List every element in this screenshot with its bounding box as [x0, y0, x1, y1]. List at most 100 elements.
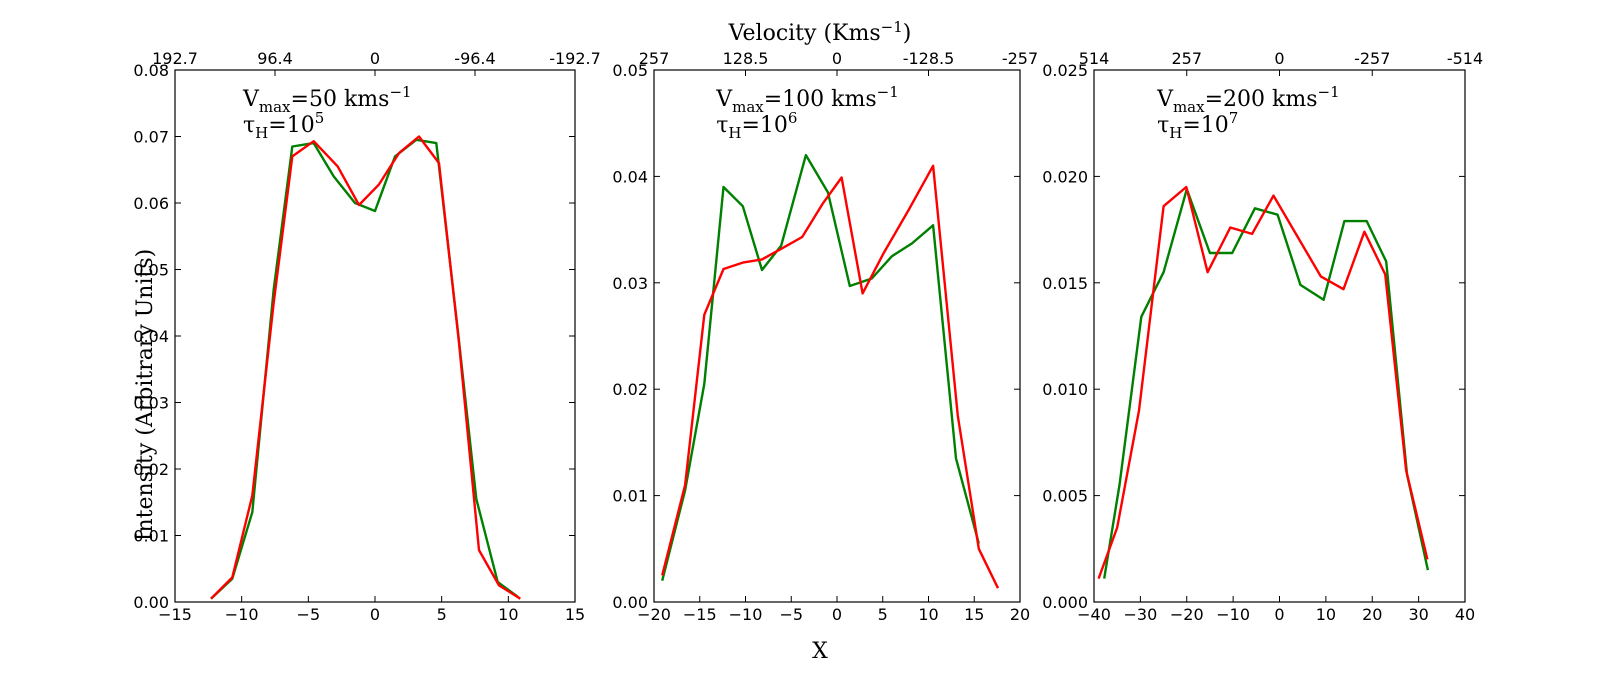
annotation-tau-tau_sym: τ [716, 113, 728, 138]
y-tick-label: 0.00 [612, 593, 648, 612]
annotation-tau-tau_sub: H [255, 124, 268, 142]
top-tick-label: 257 [639, 49, 670, 68]
y-tick-label: 0.01 [612, 487, 648, 506]
annotation-vmax-v_sym: V [1156, 87, 1174, 112]
top-tick-label: 128.5 [723, 49, 769, 68]
x-tick-label: 15 [964, 605, 984, 624]
annotation-tau-tau_text: =10 [741, 113, 787, 138]
x-tick-label: 20 [1362, 605, 1382, 624]
y-tick-label: 0.015 [1042, 274, 1088, 293]
x-tick-label: −15 [683, 605, 717, 624]
y-tick-label: 0.000 [1042, 593, 1088, 612]
top-axis-title-main: Velocity (Kms [728, 21, 881, 46]
annotation-vmax-v_text: =200 kms [1205, 87, 1318, 112]
y-tick-label: 0.06 [133, 194, 169, 213]
annotation-vmax-v_sym: V [242, 87, 260, 112]
series-line-2 [661, 164, 1000, 589]
x-tick-label: −5 [297, 605, 321, 624]
x-tick-label: 5 [878, 605, 888, 624]
y-tick-label: 0.05 [612, 61, 648, 80]
top-tick-label: 257 [1171, 49, 1202, 68]
y-tick-label: 0.03 [133, 394, 169, 413]
top-axis-title-close: ) [903, 21, 912, 46]
plot-frame [1093, 69, 1466, 603]
annotation-tau: τH=106 [716, 109, 797, 142]
x-tick-label: 0 [370, 605, 380, 624]
y-axis-title: Intensity (Arbitrary Units) [133, 249, 158, 541]
series-line-2 [1097, 185, 1429, 580]
annotation-tau: τH=107 [1157, 109, 1238, 142]
series-line-1 [210, 138, 519, 600]
y-tick-label: 0.07 [133, 128, 169, 147]
y-tick-label: 0.04 [612, 167, 648, 186]
chart-panel-3: −40 −30 −20 −10 0 10 20 30 400.0000.0050.0100.01… [1042, 49, 1483, 624]
x-tick-label: 0 [832, 605, 842, 624]
y-tick-label: 0.010 [1042, 380, 1088, 399]
x-tick-label: 15 [565, 605, 585, 624]
annotation-tau-tau_sup: 6 [788, 109, 798, 127]
annotation-vmax-v_sub: max [1173, 98, 1205, 116]
series-line-1 [1103, 187, 1430, 579]
chart-panel-2: −20 −15 −10 −5 0 5 10 15 200.000.010.020.030.040… [612, 49, 1038, 624]
x-tick-label: −15 [158, 605, 192, 624]
top-tick-label: -257 [1002, 49, 1038, 68]
y-tick-label: 0.020 [1042, 167, 1088, 186]
y-tick-label: 0.00 [133, 593, 169, 612]
y-tick-label: 0.02 [133, 460, 169, 479]
annotation-tau-tau_sym: τ [1157, 113, 1169, 138]
y-tick-label: 0.04 [133, 327, 169, 346]
y-tick-label: 0.01 [133, 527, 169, 546]
annotation-tau-tau_sub: H [728, 124, 741, 142]
annotation-vmax-v_text: =50 kms [291, 87, 390, 112]
top-axis-title: Velocity (Kms−1) [728, 18, 912, 46]
plot-frame [174, 69, 576, 603]
annotation-tau-tau_sub: H [1169, 124, 1182, 142]
annotation-vmax-v_sub: max [732, 98, 764, 116]
y-tick-label: 0.02 [612, 380, 648, 399]
x-tick-label: 30 [1408, 605, 1428, 624]
x-tick-label: 10 [918, 605, 938, 624]
top-tick-label: -514 [1447, 49, 1483, 68]
x-tick-label: −5 [779, 605, 803, 624]
annotation-vmax: Vmax=200 kms−1 [1156, 83, 1340, 116]
x-tick-label: −20 [637, 605, 671, 624]
y-tick-label: 0.03 [612, 274, 648, 293]
x-tick-label: 5 [437, 605, 447, 624]
x-tick-label: 10 [1316, 605, 1336, 624]
y-tick-label: 0.025 [1042, 61, 1088, 80]
top-axis-title-sup: −1 [881, 18, 903, 36]
top-tick-label: -192.7 [549, 49, 601, 68]
series-line-1 [661, 153, 980, 581]
annotation-tau-tau_sup: 5 [315, 109, 325, 127]
top-tick-label: 192.7 [152, 49, 198, 68]
annotation-vmax-v_sup: −1 [877, 83, 899, 101]
top-tick-label: 0 [370, 49, 380, 68]
x-tick-label: −30 [1123, 605, 1157, 624]
x-tick-label: 40 [1455, 605, 1475, 624]
top-tick-label: 0 [1274, 49, 1284, 68]
annotation-tau-tau_text: =10 [1182, 113, 1228, 138]
x-tick-label: −10 [1216, 605, 1250, 624]
y-tick-label: 0.08 [133, 61, 169, 80]
annotation-tau-tau_text: =10 [268, 113, 314, 138]
annotation-vmax-v_sym: V [715, 87, 733, 112]
annotation-vmax: Vmax=50 kms−1 [242, 83, 412, 116]
x-tick-label: −40 [1077, 605, 1111, 624]
annotation-vmax-v_sup: −1 [389, 83, 411, 101]
top-tick-label: 96.4 [257, 49, 293, 68]
x-tick-label: 10 [498, 605, 518, 624]
y-tick-label: 0.05 [133, 261, 169, 280]
x-tick-label: −10 [729, 605, 763, 624]
top-tick-label: -128.5 [903, 49, 955, 68]
top-tick-label: -96.4 [454, 49, 495, 68]
annotation-vmax-v_text: =100 kms [764, 87, 877, 112]
top-tick-label: 514 [1079, 49, 1110, 68]
x-tick-label: −20 [1170, 605, 1204, 624]
x-axis-title: X [812, 639, 828, 664]
panels: −15 −10 −5 0 5 10 150.000.010.020.030.040.050.… [133, 49, 1483, 624]
annotation-tau-tau_sym: τ [243, 113, 255, 138]
x-tick-label: −10 [225, 605, 259, 624]
x-tick-label: 0 [1274, 605, 1284, 624]
top-tick-label: -257 [1354, 49, 1390, 68]
